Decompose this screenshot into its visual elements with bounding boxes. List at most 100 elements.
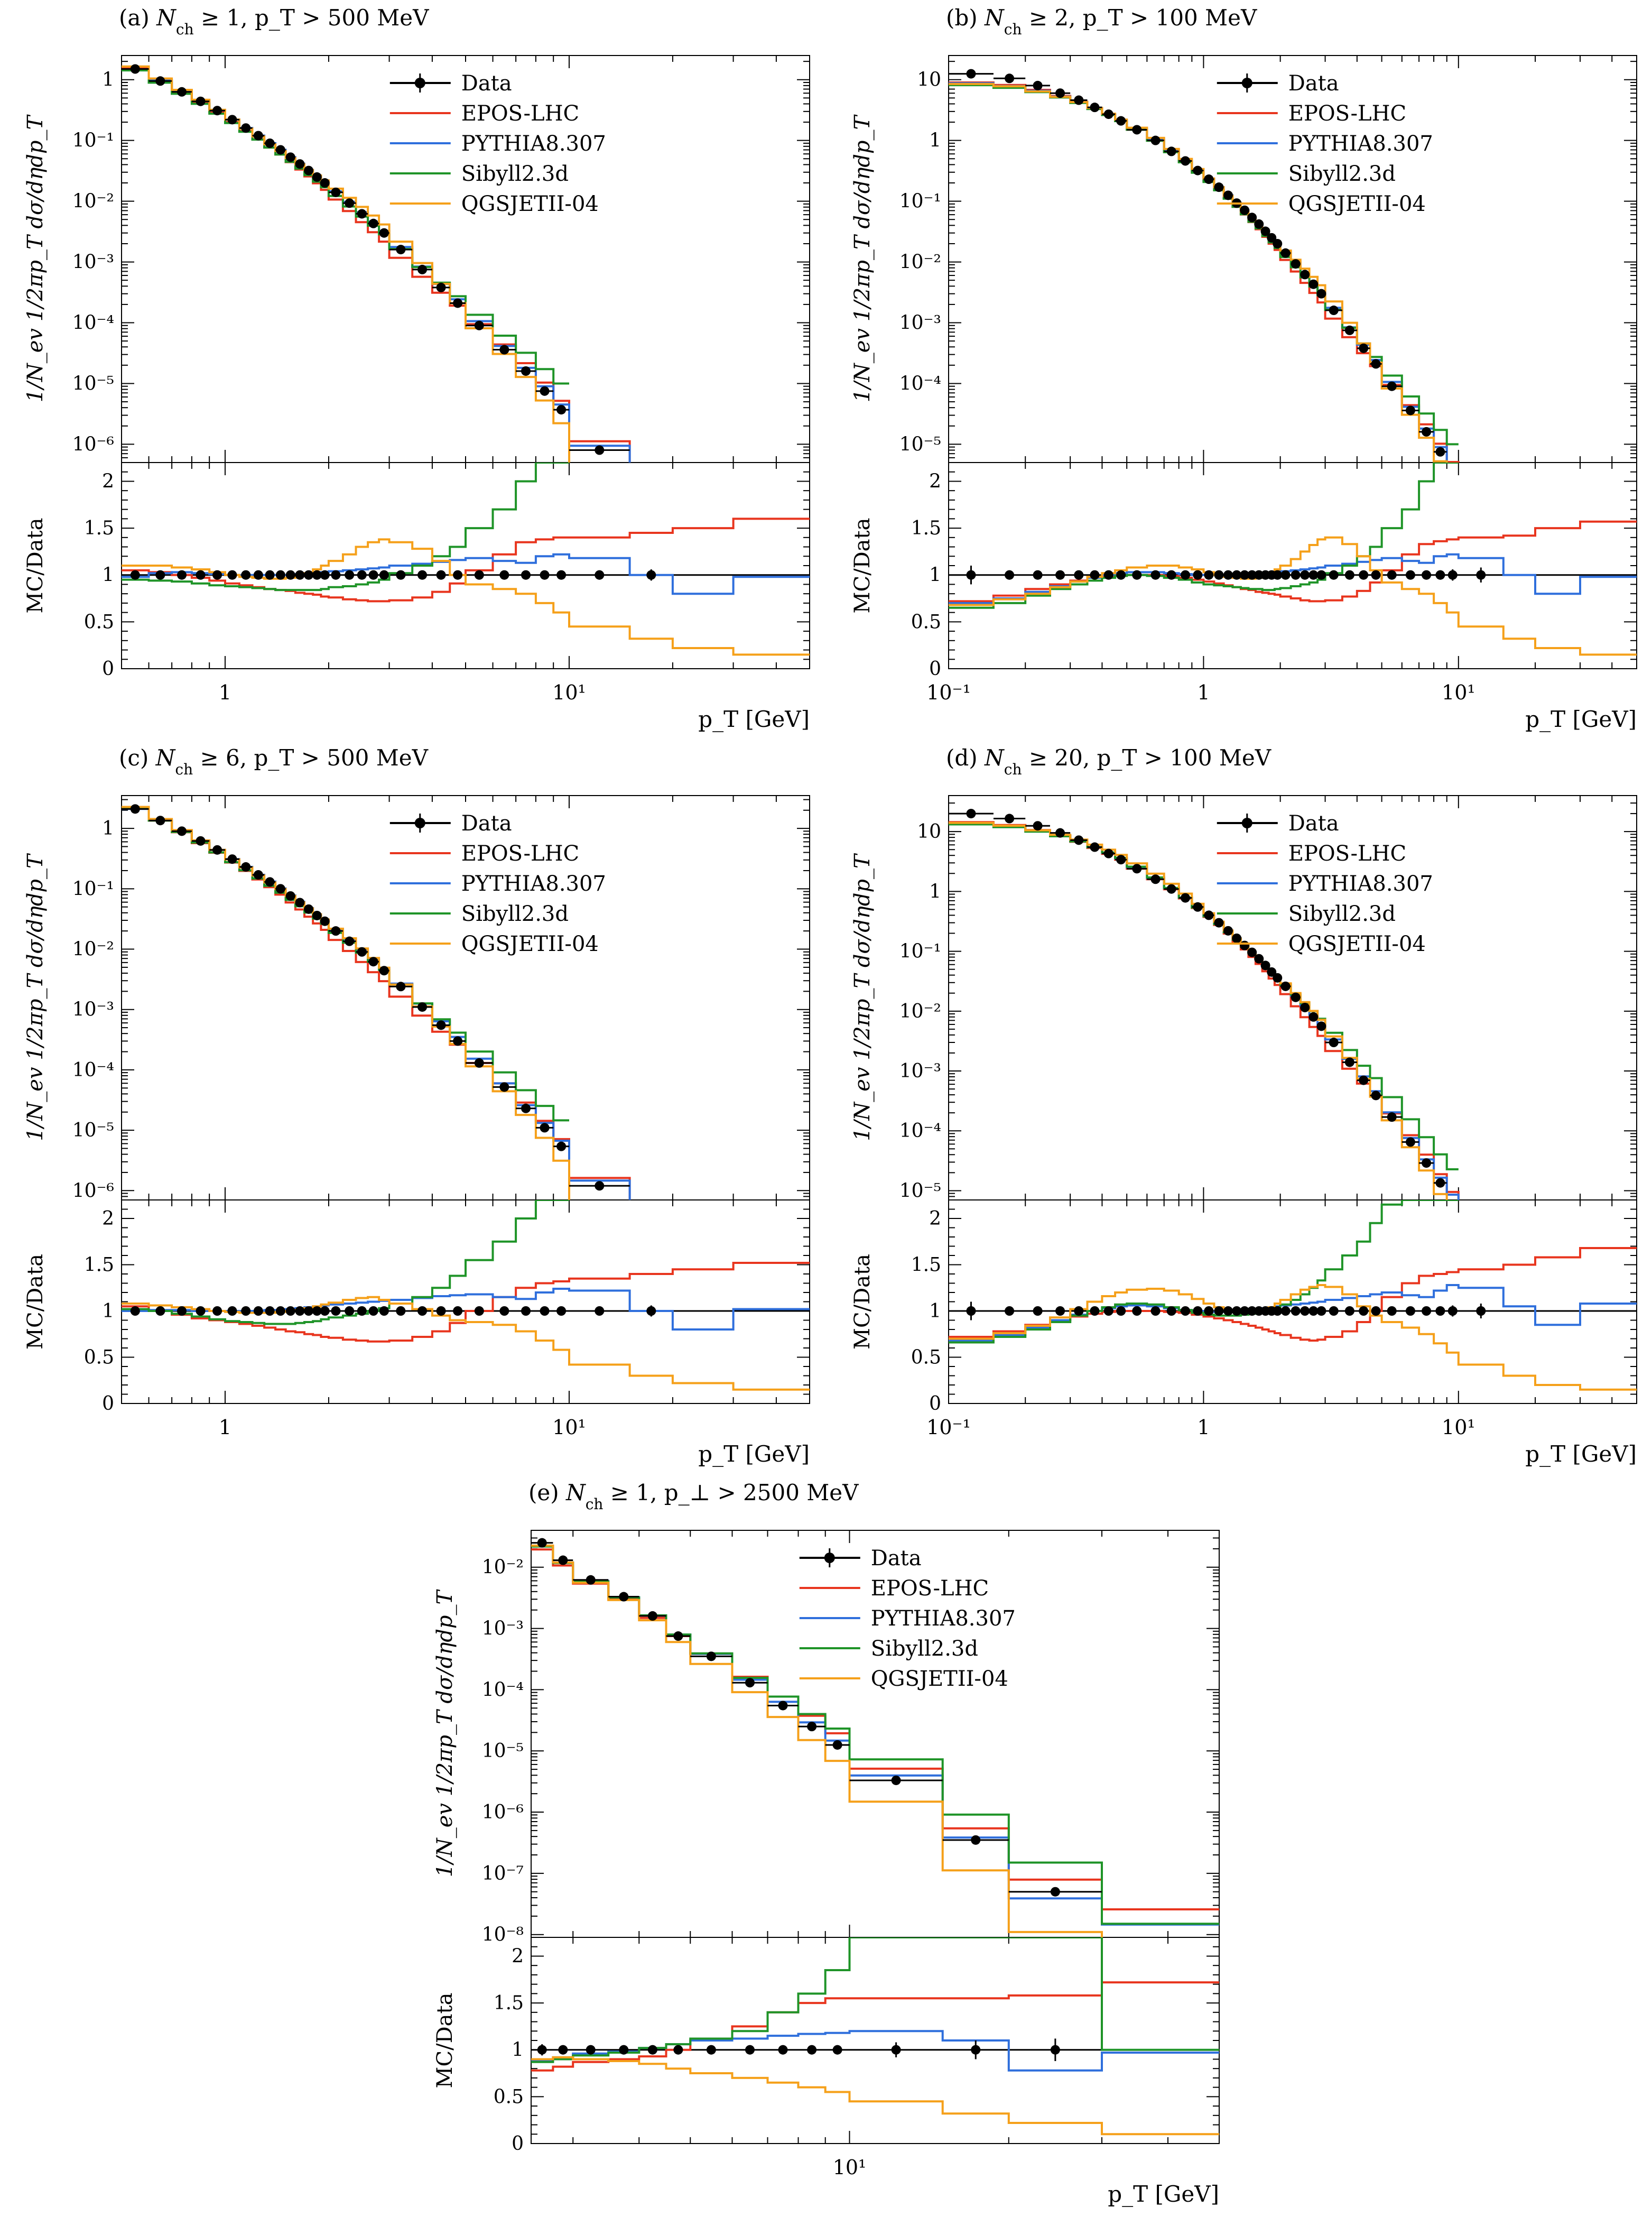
x-tick-label: 10⁻¹ — [926, 1416, 971, 1439]
data-point-main — [368, 218, 378, 228]
data-point-ratio — [1116, 1306, 1126, 1316]
y-tick-label: 10⁻² — [899, 252, 941, 273]
x-axis-label: p_T [GeV] — [698, 1441, 810, 1467]
data-point-ratio — [331, 570, 341, 580]
data-point-ratio — [1050, 2045, 1060, 2055]
data-point-main — [436, 1020, 446, 1030]
data-point-ratio — [1300, 1306, 1310, 1316]
data-point-main — [595, 445, 605, 455]
data-point-main — [212, 845, 222, 855]
data-point-ratio — [1344, 570, 1354, 580]
y-tick-label: 1 — [102, 69, 114, 91]
x-axis-label: p_T [GeV] — [1525, 1441, 1637, 1467]
data-point-ratio — [212, 1306, 222, 1316]
data-point-main — [227, 115, 237, 125]
x-tick-label: 10⁻¹ — [926, 681, 971, 704]
mc-histogram-ratio-epos-lhc — [122, 518, 810, 603]
data-point-ratio — [1074, 1306, 1084, 1316]
chart-panel-c: (c) Nch ≥ 6, p_T > 500 MeV 1 10¹ 1 10⁻¹ 10⁻² 1… — [23, 745, 810, 1467]
legend-label: Sibyll2.3d — [871, 1637, 978, 1661]
y-tick-label: 1 — [929, 130, 941, 152]
y-tick-label: 10⁻² — [482, 1557, 524, 1578]
data-point-ratio — [212, 570, 222, 580]
data-point-main — [1116, 116, 1126, 126]
data-point-main — [331, 187, 341, 197]
data-point-ratio — [619, 2045, 629, 2055]
y-tick-label: 10⁻¹ — [899, 941, 941, 963]
data-point-ratio — [1422, 570, 1432, 580]
ratio-axis-label: MC/Data — [23, 1254, 48, 1350]
panel-title: (b) Nch ≥ 2, p_T > 100 MeV — [946, 5, 1257, 38]
data-point-main — [1359, 1075, 1369, 1085]
data-point-ratio — [1150, 1306, 1161, 1316]
data-point-ratio — [1254, 1306, 1264, 1316]
y-tick-label: 10⁻³ — [899, 312, 941, 334]
ratio-tick-label: 2 — [102, 470, 114, 492]
data-point-main — [1223, 926, 1233, 936]
data-point-main — [241, 862, 251, 872]
ratio-tick-label: 0 — [929, 658, 941, 680]
legend-label: Sibyll2.3d — [461, 162, 569, 186]
legend-label: Data — [871, 1546, 922, 1571]
data-point-main — [1116, 855, 1126, 865]
panel-title: (a) Nch ≥ 1, p_T > 500 MeV — [119, 5, 429, 38]
panel-title-rest: ≥ 20, p_T > 100 MeV — [1022, 745, 1271, 771]
data-point-ratio — [537, 2045, 547, 2055]
legend-label: QGSJETII-04 — [871, 1667, 1008, 1691]
y-tick-label: 10⁻¹ — [899, 191, 941, 213]
y-tick-label: 10⁻¹ — [72, 878, 114, 900]
data-point-ratio — [417, 570, 428, 580]
x-tick-label: 1 — [219, 681, 231, 704]
data-point-main — [265, 138, 275, 148]
data-point-main — [595, 1181, 605, 1191]
data-point-main — [706, 1651, 716, 1661]
data-point-main — [1260, 226, 1270, 236]
ratio-plot-frame — [948, 1199, 1637, 1404]
y-tick-label: 10⁻⁴ — [72, 1059, 114, 1081]
panel-title-var: N — [565, 1480, 586, 1505]
data-point-main — [1387, 381, 1397, 391]
chart-panel-e: (e) Nch ≥ 1, p_⊥ > 2500 MeV10¹10⁻²10⁻³10… — [433, 1480, 1220, 2207]
data-point-main — [241, 123, 251, 133]
x-tick-label: 10¹ — [552, 1416, 586, 1439]
y-axis-label: 1/N_ev 1/2πp_T dσ/dηdp_T — [850, 114, 875, 402]
data-point-ratio — [177, 1306, 187, 1316]
panel-title: (c) Nch ≥ 6, p_T > 500 MeV — [119, 745, 429, 778]
y-tick-label: 1 — [102, 818, 114, 839]
data-point-main — [285, 152, 295, 162]
data-point-ratio — [1247, 570, 1257, 580]
data-point-ratio — [1090, 1306, 1100, 1316]
data-point-ratio — [673, 2045, 683, 2055]
data-point-main — [155, 76, 165, 86]
mc-histogram-ratio-pythia8-307 — [949, 553, 1637, 604]
legend-label: PYTHIA8.307 — [1288, 872, 1433, 896]
panel-title-rest: ≥ 6, p_T > 500 MeV — [193, 745, 428, 771]
data-point-main — [453, 298, 463, 308]
data-point-main — [1132, 125, 1142, 135]
data-point-main — [499, 345, 509, 355]
legend-label: EPOS-LHC — [461, 101, 579, 126]
y-tick-label: 10⁻⁸ — [482, 1924, 524, 1946]
data-point-main — [1422, 427, 1432, 437]
y-tick-label: 10⁻⁴ — [482, 1679, 524, 1701]
data-point-main — [295, 898, 305, 908]
y-tick-label: 10⁻³ — [482, 1618, 524, 1640]
y-tick-label: 10⁻⁴ — [899, 1120, 941, 1142]
data-point-main — [1300, 270, 1310, 280]
y-axis-label: 1/N_ev 1/2πp_T dσ/dηdp_T — [850, 853, 875, 1141]
data-point-main — [745, 1678, 755, 1688]
data-point-main — [1329, 1038, 1339, 1048]
data-point-ratio — [1103, 570, 1113, 580]
data-point-main — [1267, 967, 1277, 977]
data-point-ratio — [647, 2045, 657, 2055]
data-point-main — [1240, 940, 1250, 950]
data-point-main — [521, 366, 531, 376]
data-point-main — [275, 884, 285, 894]
data-point-main — [647, 1611, 657, 1621]
panel-title-label: (b) — [946, 5, 985, 31]
ratio-plot-frame — [531, 1937, 1220, 2144]
panel-title-var: N — [156, 5, 177, 31]
panel-title-var: N — [984, 5, 1005, 31]
ratio-tick-label: 2 — [929, 470, 941, 492]
data-point-main — [521, 1103, 531, 1113]
